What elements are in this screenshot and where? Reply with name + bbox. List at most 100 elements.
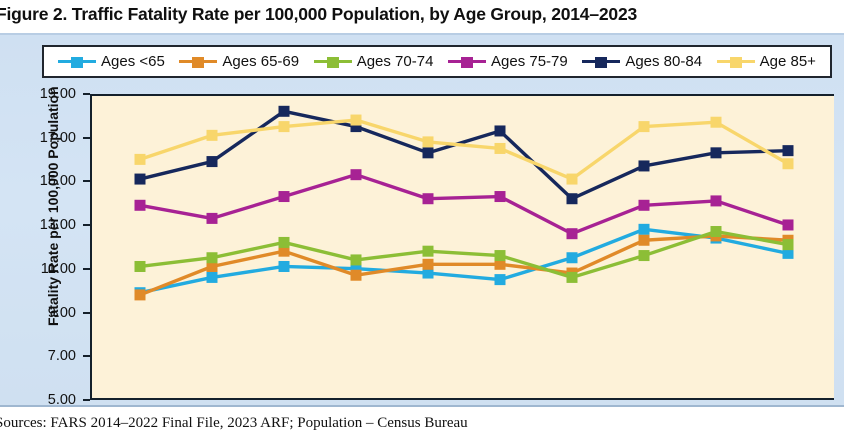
legend-item-ages-75-79[interactable]: Ages 75-79 [448, 47, 568, 76]
series-ages-80-84 [134, 105, 794, 205]
y-tick-label: 19.00 [39, 86, 76, 102]
y-tick-label: 5.00 [47, 392, 76, 408]
data-point-marker [566, 271, 578, 283]
series-age-85 [134, 114, 794, 185]
data-point-marker [350, 263, 362, 275]
data-point-marker [422, 258, 434, 270]
data-point-marker [350, 254, 362, 266]
data-point-marker [638, 199, 650, 211]
legend-label: Age 85+ [759, 53, 816, 70]
data-point-marker [782, 158, 794, 170]
y-tick-mark [83, 311, 90, 314]
data-point-marker [710, 147, 722, 159]
data-point-marker [134, 153, 146, 165]
data-point-marker [638, 234, 650, 246]
y-tick-label: 13.00 [39, 217, 76, 234]
series-ages-65-69 [134, 230, 794, 301]
data-point-marker [566, 193, 578, 205]
data-point-marker [206, 252, 218, 264]
data-point-marker [206, 129, 218, 141]
data-point-marker [350, 269, 362, 281]
data-point-marker [494, 250, 506, 262]
y-tick-mark [83, 180, 90, 183]
y-tick-mark [83, 399, 90, 401]
legend-item-ages-65-69[interactable]: Ages 65-69 [179, 47, 299, 76]
data-point-marker [494, 258, 506, 270]
y-tick-mark [83, 224, 90, 227]
legend-label: Ages 70-74 [356, 53, 434, 70]
chart-canvas [134, 105, 794, 301]
series-ages-70-74 [134, 226, 794, 283]
data-point-marker [566, 173, 578, 185]
series-ages-65 [134, 223, 794, 299]
series-line [138, 229, 790, 280]
data-point-marker [638, 223, 650, 235]
legend-swatch-icon [179, 55, 218, 69]
data-point-marker [782, 219, 794, 231]
data-point-marker [206, 271, 218, 283]
legend-label: Ages <65 [101, 53, 165, 70]
y-tick-label: 9.00 [47, 304, 76, 321]
data-point-marker [566, 252, 578, 264]
data-point-marker [422, 147, 434, 159]
series-line [138, 118, 790, 181]
data-point-marker [350, 121, 362, 133]
data-point-marker [710, 226, 722, 238]
y-tick-label: 17.00 [39, 129, 76, 146]
figure-title: Figure 2. Traffic Fatality Rate per 100,… [0, 4, 638, 24]
series-line [138, 234, 790, 297]
y-tick-mark [83, 267, 90, 270]
data-point-marker [350, 114, 362, 126]
legend-swatch-icon [582, 55, 621, 69]
data-point-marker [710, 116, 722, 128]
data-point-marker [494, 125, 506, 137]
data-point-marker [206, 212, 218, 224]
data-point-marker [782, 145, 794, 157]
title-bar: Figure 2. Traffic Fatality Rate per 100,… [0, 0, 844, 33]
data-point-marker [278, 245, 290, 257]
source-note: Sources: FARS 2014–2022 Final File, 2023… [0, 415, 468, 431]
data-point-marker [638, 250, 650, 262]
data-point-marker [782, 247, 794, 259]
y-tick-label: 7.00 [47, 348, 76, 365]
legend-label: Ages 75-79 [491, 53, 568, 70]
chart-legend: Ages <65 Ages 65-69 Ages 70-74 Ages 75-79 Ag… [42, 45, 832, 78]
data-point-marker [710, 195, 722, 207]
data-point-marker [134, 199, 146, 211]
plot-area [90, 94, 834, 400]
data-point-marker [422, 136, 434, 148]
legend-item-ages-80-84[interactable]: Ages 80-84 [582, 47, 702, 76]
data-point-marker [494, 191, 506, 203]
y-tick-mark [83, 355, 90, 358]
data-point-marker [422, 267, 434, 279]
data-point-marker [278, 260, 290, 272]
footnote-bar: Sources: FARS 2014–2022 Final File, 2023… [0, 405, 844, 442]
data-point-marker [422, 193, 434, 205]
legend-item-age-85[interactable]: Age 85+ [716, 47, 816, 76]
legend-swatch-icon [448, 55, 487, 69]
series-line [138, 227, 790, 295]
data-point-marker [278, 105, 290, 117]
legend-swatch-icon [313, 55, 352, 69]
data-point-marker [134, 173, 146, 185]
data-point-marker [782, 239, 794, 251]
y-tick-mark [83, 136, 90, 139]
data-point-marker [206, 260, 218, 272]
legend-label: Ages 80-84 [625, 53, 703, 70]
legend-item-ages-65[interactable]: Ages <65 [58, 47, 165, 76]
data-point-marker [494, 274, 506, 286]
data-point-marker [422, 245, 434, 257]
data-point-marker [638, 121, 650, 133]
data-point-marker [134, 289, 146, 301]
data-point-marker [350, 169, 362, 181]
data-point-marker [278, 236, 290, 248]
data-point-marker [638, 160, 650, 172]
series-ages-75-79 [134, 169, 794, 240]
data-point-marker [278, 191, 290, 203]
figure-panel: Ages <65 Ages 65-69 Ages 70-74 Ages 75-79 Ag… [0, 33, 844, 427]
series-line [138, 172, 790, 236]
y-tick-mark [83, 93, 90, 95]
legend-swatch-icon [58, 55, 96, 69]
legend-item-ages-70-74[interactable]: Ages 70-74 [313, 47, 434, 76]
